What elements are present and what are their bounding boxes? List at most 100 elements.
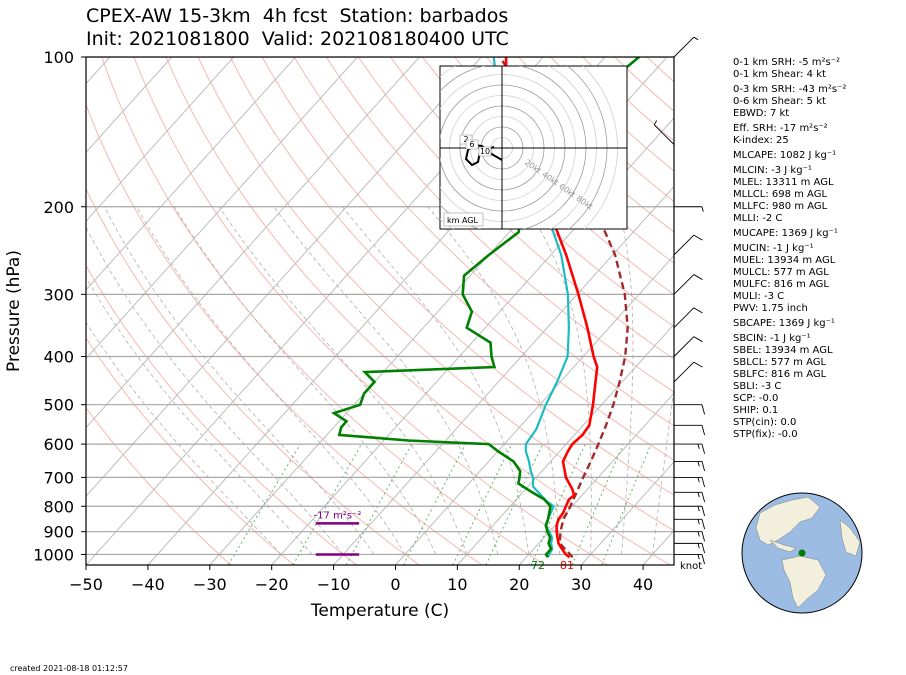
- wind-barb-flag: [693, 36, 699, 41]
- wind-barb-flag: [697, 506, 700, 512]
- dry-adiabat: [197, 57, 674, 532]
- virtual-temp-line: [492, 57, 571, 558]
- wind-barb-flag: [701, 404, 706, 415]
- x-tick-label: 30: [571, 575, 591, 594]
- hodograph-height-box: [465, 139, 479, 150]
- wind-barb: [673, 36, 695, 58]
- x-axis-label: Temperature (C): [310, 601, 449, 621]
- plot-frame: [85, 56, 675, 566]
- stat-line: 0-3 km SRH: -43 m²s⁻²: [733, 84, 847, 95]
- x-tick-label: −10: [317, 575, 351, 594]
- wind-barb-flag: [701, 543, 706, 554]
- y-tick-label: 900: [43, 523, 74, 542]
- wind-barb: [673, 307, 695, 328]
- x-tick-label: 0: [390, 575, 400, 594]
- stat-line: MLEL: 13311 m AGL: [733, 177, 834, 188]
- locator-globe: [741, 492, 863, 614]
- isotherm: [86, 57, 482, 497]
- dry-adiabat: [86, 103, 483, 565]
- stat-line: MULI: -3 C: [733, 291, 785, 302]
- eff-srh-label: -17 m²s⁻²: [314, 510, 362, 521]
- y-tick-label: 400: [43, 348, 74, 367]
- moist-adiabat: [427, 206, 561, 555]
- moist-adiabat: [618, 206, 634, 555]
- stat-line: SHIP: 0.1: [733, 405, 779, 416]
- wind-barb-flag: [701, 443, 706, 454]
- stat-line: MUCAPE: 1369 J kg⁻¹: [733, 228, 838, 239]
- dry-adiabat: [86, 264, 357, 565]
- stat-line: MULFC: 816 m AGL: [733, 279, 829, 290]
- isotherm: [333, 186, 674, 565]
- wind-barb-flag: [701, 425, 706, 436]
- x-tick-label: 40: [633, 575, 653, 594]
- stat-line: SBCAPE: 1369 J kg⁻¹: [733, 318, 835, 329]
- wind-barb: [673, 336, 695, 357]
- wind-barb-flag: [693, 336, 703, 343]
- x-tick-label: −40: [131, 575, 165, 594]
- plot-area: [86, 57, 674, 565]
- mixing-ratio-line: [227, 443, 301, 565]
- stat-line: PWV: 1.75 inch: [733, 303, 808, 314]
- mixing-ratio-line: [292, 443, 363, 565]
- isotherm: [86, 57, 358, 360]
- wind-barb-flag: [697, 477, 700, 483]
- globe-land-caribbean: [769, 539, 797, 553]
- hodograph-height-label: 2: [463, 135, 468, 144]
- isotherm: [271, 117, 674, 565]
- stat-line: K-index: 25: [733, 135, 789, 146]
- wind-barb-flag: [701, 492, 706, 503]
- moist-adiabat: [86, 276, 313, 555]
- wind-barb: [673, 361, 695, 383]
- dry-adiabat: [86, 187, 420, 565]
- station-marker: [798, 549, 806, 557]
- wind-barb-flag: [697, 543, 700, 549]
- stat-line: SBLI: -3 C: [733, 381, 782, 392]
- temperature-line: [504, 57, 599, 559]
- hodograph-legend: km AGL: [447, 216, 479, 225]
- dry-adiabat: [325, 57, 674, 393]
- stat-line: STP(cin): 0.0: [733, 417, 797, 428]
- y-tick-label: 300: [43, 285, 74, 304]
- wind-barb: [653, 124, 675, 145]
- dry-adiabat: [454, 57, 674, 264]
- isotherm: [86, 57, 173, 154]
- wind-barb-flag: [701, 554, 706, 565]
- stat-line: 0-1 km Shear: 4 kt: [733, 69, 826, 80]
- moist-adiabat: [652, 385, 674, 555]
- stat-line: SBLFC: 816 m AGL: [733, 369, 827, 380]
- wind-barb-flag: [697, 492, 700, 498]
- isotherm: [518, 392, 674, 565]
- y-tick-label: 500: [43, 396, 74, 415]
- moist-adiabat: [86, 321, 282, 555]
- stat-line: SCP: -0.0: [733, 393, 779, 404]
- y-axis-label: Pressure (hPa): [4, 250, 24, 372]
- wind-barb-flag: [693, 274, 703, 280]
- hodograph-height-box: [478, 146, 492, 157]
- wind-barb-flag: [697, 554, 700, 560]
- isotherm: [580, 461, 674, 565]
- wind-barb-flag: [701, 461, 706, 472]
- x-tick-label: 10: [447, 575, 467, 594]
- wind-barb-flag: [701, 206, 704, 212]
- dry-adiabat: [101, 57, 545, 565]
- wind-barb-flag: [653, 120, 658, 126]
- globe-land-north-america: [755, 496, 821, 546]
- dry-adiabat: [422, 57, 674, 296]
- isotherm: [86, 57, 420, 429]
- dry-adiabat: [357, 57, 674, 360]
- wind-barb-flag: [701, 531, 706, 542]
- wind-barb-flag: [701, 519, 706, 530]
- chart-title-line2: Init: 2021081800 Valid: 202108180400 UTC: [86, 28, 509, 50]
- stat-line: STP(fix): -0.0: [733, 429, 798, 440]
- isotherm: [395, 254, 674, 565]
- y-tick-label: 600: [43, 435, 74, 454]
- created-timestamp: created 2021-08-18 01:12:57: [10, 664, 128, 673]
- hodograph-legend-box: [443, 212, 484, 227]
- stat-line: MLLCL: 698 m AGL: [733, 189, 828, 200]
- wind-barb-flag: [697, 443, 700, 450]
- mixing-ratio-line: [601, 443, 652, 565]
- wind-barb: [673, 234, 695, 256]
- stat-line: SBCIN: -1 J kg⁻¹: [733, 333, 811, 344]
- dry-adiabat: [293, 57, 674, 427]
- stat-line: MULCL: 577 m AGL: [733, 267, 829, 278]
